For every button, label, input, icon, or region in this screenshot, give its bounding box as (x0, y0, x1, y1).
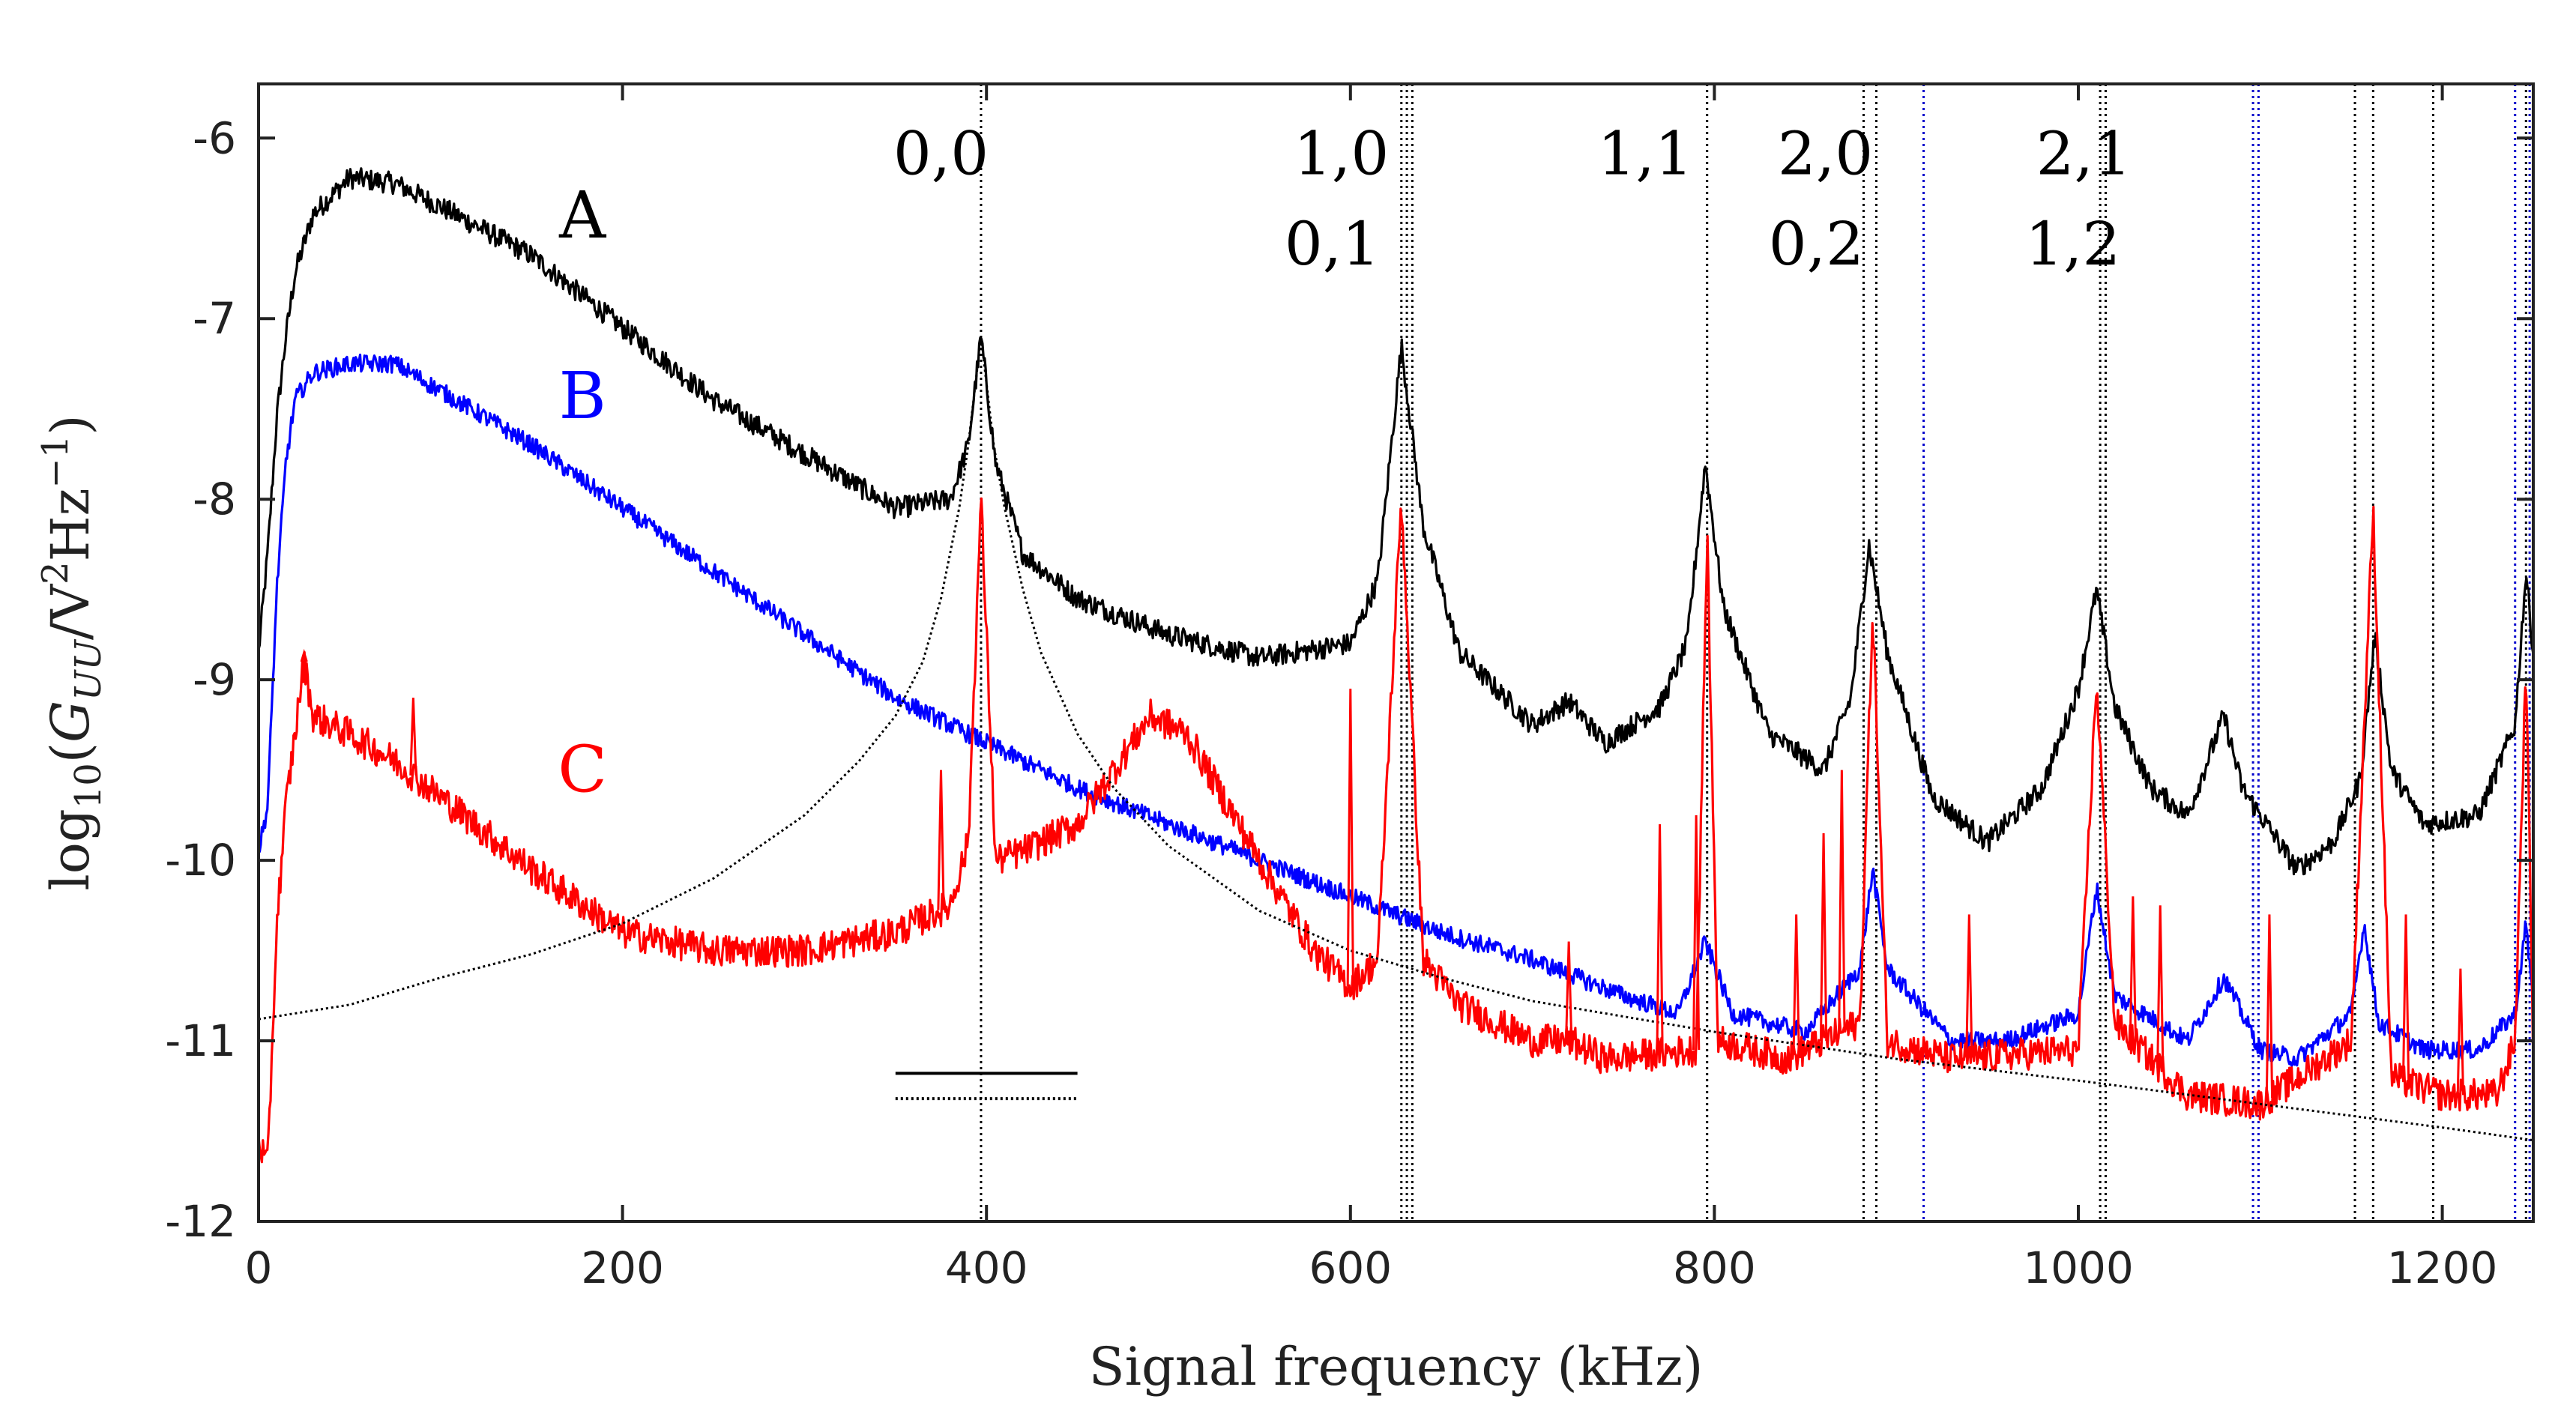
y-axis-title-g: G (40, 701, 101, 743)
mode-label-7: 1,2 (2025, 209, 2120, 279)
y-tick-label-1: -11 (165, 1015, 236, 1066)
series-c-spike-8 (1819, 833, 1828, 1042)
y-axis-title-close: ) (40, 414, 101, 435)
mode-label-4: 2,0 (1778, 118, 1873, 188)
series-label-c: C (558, 733, 607, 808)
y-axis-title-open: ( (40, 743, 101, 763)
y-axis-title: log10(GUU/V2Hz−1) (34, 414, 109, 890)
mode-label-5: 0,2 (1769, 209, 1864, 279)
mode-label-6: 2,1 (2036, 118, 2132, 188)
y-axis-title-supm1: −1 (34, 435, 76, 489)
series-c-spike-13 (2265, 914, 2274, 1098)
x-tick-label-6: 1200 (2387, 1242, 2498, 1293)
y-tick-label-3: -9 (193, 654, 236, 705)
x-tick-label-1: 200 (581, 1242, 664, 1293)
y-tick-label-6: -6 (193, 112, 236, 163)
series-c-spike-2 (937, 770, 945, 910)
tick-marks: 0 200 400 600 800 1000 1200 -12 -11 -10 -9 -8 -7 -6 (165, 84, 2533, 1293)
y-axis-title-v: /V (40, 583, 101, 640)
series-c-spike-10 (1965, 914, 1973, 1058)
series-label-a: A (558, 178, 606, 253)
x-tick-label-5: 1000 (2023, 1242, 2134, 1293)
axes (257, 82, 2535, 1223)
plot-frame (257, 82, 2535, 1223)
mode-label-2: 0,1 (1285, 209, 1380, 279)
annotation-labels: 0,0 1,0 0,1 1,1 2,0 0,2 2,1 1,2 A B C (558, 118, 2132, 807)
series-line-b (259, 353, 2533, 1068)
y-axis-title-log: log (40, 809, 101, 890)
y-tick-label-0: -12 (165, 1196, 236, 1247)
series-c-spike-14 (2401, 914, 2410, 1083)
mode-label-3: 1,1 (1598, 118, 1693, 188)
y-axis-title-sub10: 10 (67, 763, 109, 809)
y-tick-label-4: -8 (193, 474, 236, 525)
series-c-spike-12 (2156, 905, 2165, 1069)
series-c-spike-11 (2129, 896, 2137, 1042)
mode-label-1: 1,0 (1294, 118, 1389, 188)
bandwidth-marker (895, 1072, 1078, 1101)
series-c-spike-4 (1565, 941, 1573, 1042)
series-c-spike-15 (2456, 968, 2465, 1096)
y-tick-label-2: -10 (165, 835, 236, 886)
series-c-spike-3 (1346, 689, 1354, 987)
x-tick-label-0: 0 (245, 1242, 273, 1293)
series-line-a (259, 167, 2533, 876)
x-tick-label-4: 800 (1673, 1242, 1756, 1293)
spectra-series (259, 167, 2533, 1164)
x-axis-title: Signal frequency (kHz) (1089, 1336, 1704, 1398)
x-tick-label-3: 600 (1309, 1242, 1392, 1293)
series-c-spike-0 (300, 648, 308, 662)
x-tick-label-2: 400 (945, 1242, 1028, 1293)
series-c-spike-5 (1656, 824, 1664, 1054)
y-axis-title-hz: Hz (40, 488, 101, 561)
y-axis-title-sup2: 2 (34, 561, 76, 584)
series-c-spike-7 (1792, 914, 1800, 1055)
series-c-spike-9 (1838, 770, 1846, 1033)
series-c-spike-1 (409, 698, 417, 776)
series-label-b: B (559, 359, 606, 434)
series-c-spike-6 (1692, 815, 1701, 1051)
mode-label-0: 0,0 (893, 118, 989, 188)
y-tick-label-5: -7 (193, 293, 236, 344)
y-axis-title-subuu: UU (67, 639, 109, 701)
series-line-c (259, 497, 2533, 1164)
series-line-lorentzian-fit-0-0- (259, 335, 2533, 1142)
